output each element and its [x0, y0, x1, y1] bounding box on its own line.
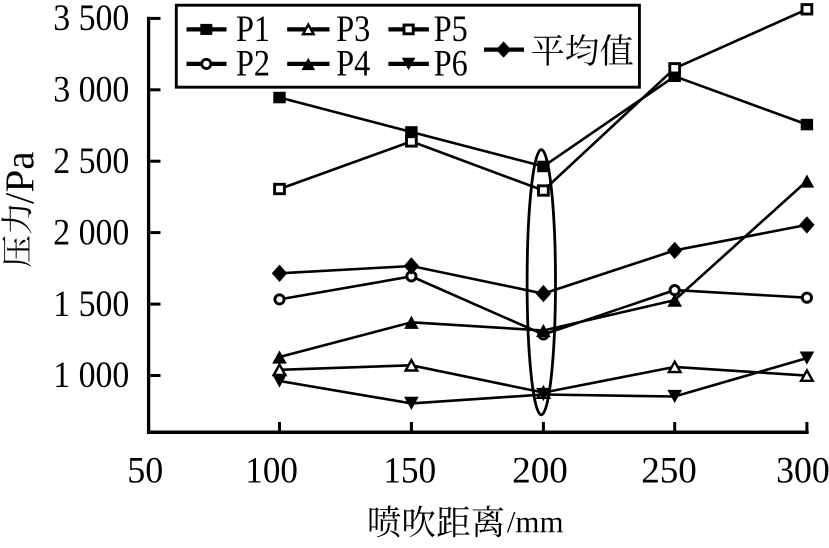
svg-text:3 500: 3 500 — [53, 0, 129, 39]
svg-text:250: 250 — [641, 450, 697, 491]
svg-text:P4: P4 — [336, 43, 370, 84]
svg-text:2 500: 2 500 — [53, 141, 129, 182]
svg-text:150: 150 — [383, 450, 436, 491]
svg-text:300: 300 — [776, 450, 829, 491]
svg-text:P1: P1 — [236, 9, 270, 50]
svg-text:P6: P6 — [434, 43, 468, 84]
svg-text:P2: P2 — [236, 43, 270, 84]
svg-text:50: 50 — [127, 450, 163, 491]
svg-text:100: 100 — [245, 450, 298, 491]
svg-text:1 000: 1 000 — [53, 355, 129, 396]
svg-text:P3: P3 — [336, 9, 370, 50]
svg-text:P5: P5 — [434, 9, 468, 50]
svg-text:200: 200 — [512, 450, 568, 491]
svg-text:1 500: 1 500 — [53, 284, 129, 325]
svg-text:3 000: 3 000 — [53, 70, 129, 111]
svg-text:2 000: 2 000 — [53, 212, 129, 253]
